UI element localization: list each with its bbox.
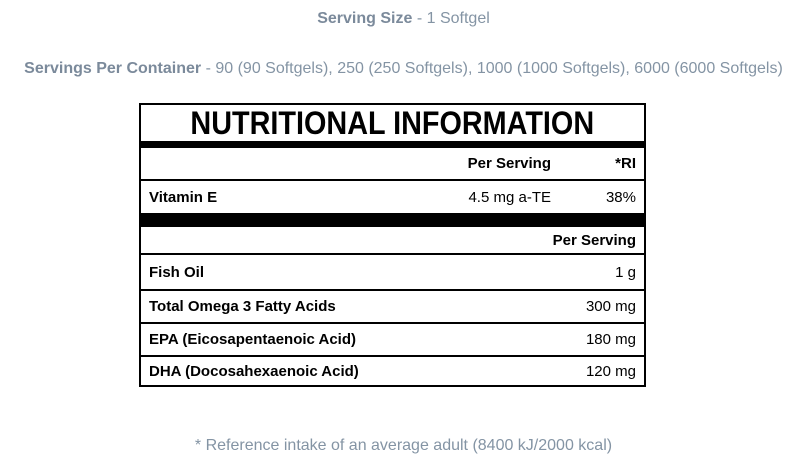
nutrition-information-panel: NUTRITIONAL INFORMATION Per Serving *RI … (139, 103, 646, 387)
table-row-total-omega-3: Total Omega 3 Fatty Acids 300 mg (141, 291, 644, 322)
nutrition-title-bar: NUTRITIONAL INFORMATION (141, 105, 644, 141)
table-row-epa: EPA (Eicosapentaenoic Acid) 180 mg (141, 324, 644, 355)
servings-per-container-label: Servings Per Container (24, 60, 202, 77)
servings-per-container-line: Servings Per Container - 90 (90 Softgels… (0, 60, 807, 78)
divider-line (141, 355, 644, 357)
section1-header-row: Per Serving *RI (141, 148, 644, 179)
table-row-vitamin-e: Vitamin E 4.5 mg a-TE 38% (141, 181, 644, 213)
nutrient-per-serving-value: 300 mg (585, 298, 636, 315)
servings-per-container-value: - 90 (90 Softgels), 250 (250 Softgels), … (201, 60, 783, 77)
nutrient-name: Vitamin E (149, 188, 218, 206)
divider-line (141, 289, 644, 291)
nutrient-per-serving-value: 180 mg (585, 331, 636, 348)
table-row-fish-oil: Fish Oil 1 g (141, 255, 644, 289)
nutrition-title: NUTRITIONAL INFORMATION (190, 104, 595, 141)
serving-size-line: Serving Size - 1 Softgel (0, 10, 807, 28)
nutrient-ri-value: 38% (605, 188, 636, 206)
nutrient-name: EPA (Eicosapentaenoic Acid) (149, 331, 356, 348)
reference-intake-footnote: * Reference intake of an average adult (… (194, 437, 613, 454)
ri-column-header: *RI (615, 155, 636, 172)
section2-header-row: Per Serving (141, 227, 644, 253)
nutrient-per-serving-value: 4.5 mg a-TE (468, 188, 551, 206)
per-serving-column-header: Per Serving (467, 155, 551, 172)
divider-line (141, 179, 644, 181)
nutrient-name: Fish Oil (149, 263, 205, 281)
serving-size-value: - 1 Softgel (412, 10, 490, 27)
nutrient-per-serving-value: 1 g (615, 263, 636, 281)
section-divider-bar (141, 213, 644, 227)
nutrient-name: DHA (Docosahexaenoic Acid) (149, 363, 359, 380)
divider-line (141, 322, 644, 324)
serving-size-label: Serving Size (317, 10, 413, 27)
table-row-dha: DHA (Docosahexaenoic Acid) 120 mg (141, 357, 644, 385)
title-divider-bar (141, 141, 644, 148)
nutrient-per-serving-value: 120 mg (585, 363, 636, 380)
nutrient-name: Total Omega 3 Fatty Acids (149, 298, 336, 315)
divider-line (141, 253, 644, 255)
per-serving-column-header-2: Per Serving (552, 231, 636, 249)
